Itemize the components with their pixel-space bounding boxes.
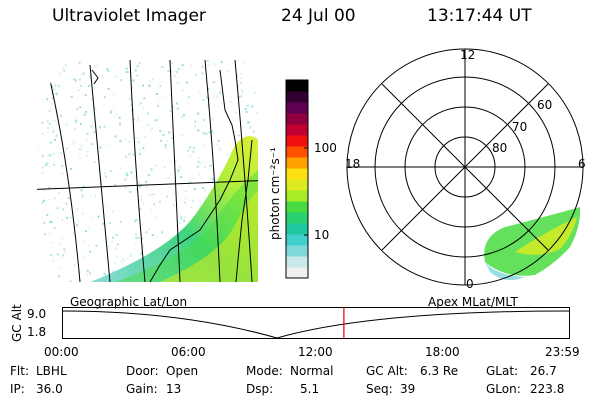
- colorbar-swatch: [286, 245, 308, 257]
- mlat-label-60: 60: [537, 98, 553, 112]
- lat-lon-grid: [36, 60, 258, 282]
- polar-grid: [346, 48, 584, 286]
- timeline-xtick-2359: 23:59: [545, 345, 580, 359]
- colorbar-swatch: [286, 102, 308, 114]
- geographic-aurora-image: [36, 60, 258, 282]
- timeline-ytick-bottom: 1.8: [27, 325, 47, 339]
- coastline: [149, 69, 239, 282]
- info-seq-value: 39: [400, 382, 416, 396]
- info-flt-label: Flt:: [10, 364, 29, 378]
- altitude-curve: [62, 310, 570, 339]
- colorbar-unit-label: photon cm⁻²s⁻¹: [268, 147, 282, 240]
- colorbar-swatch: [286, 80, 308, 92]
- mlt-label-18: 18: [345, 157, 361, 171]
- colorbar-swatch: [286, 168, 308, 180]
- info-flt-value: LBHL: [36, 364, 67, 378]
- info-mode-value: Normal: [290, 364, 334, 378]
- colorbar-tick-100: 100: [314, 141, 337, 155]
- colorbar-swatch: [286, 190, 308, 202]
- colorbar-swatch: [286, 135, 308, 147]
- colorbar-swatch: [286, 179, 308, 191]
- info-dsp-value: 5.1: [300, 382, 320, 396]
- colorbar-swatch: [286, 91, 308, 103]
- intensity-colorbar: [285, 79, 309, 279]
- info-door-value: Open: [166, 364, 199, 378]
- info-glon-value: 223.8: [530, 382, 565, 396]
- info-door-label: Door:: [126, 364, 159, 378]
- colorbar-swatch: [286, 267, 308, 279]
- colorbar-swatch: [286, 157, 308, 169]
- colorbar-swatch: [286, 146, 308, 158]
- timeline-xtick-0000: 00:00: [44, 345, 79, 359]
- mlt-label-0: 0: [466, 277, 474, 291]
- polar-mlt-plot: [346, 48, 584, 286]
- timeline-ytick-top: 9.0: [27, 307, 47, 321]
- altitude-timeline: [62, 307, 570, 339]
- mlt-label-6: 6: [578, 157, 586, 171]
- timeline-xtick-1200: 12:00: [298, 345, 333, 359]
- observation-time: 13:17:44 UT: [427, 6, 532, 26]
- info-glat-value: 26.7: [530, 364, 557, 378]
- info-mode-label: Mode:: [246, 364, 283, 378]
- colorbar-swatch: [286, 234, 308, 246]
- timeline-xtick-0600: 06:00: [171, 345, 206, 359]
- colorbar-swatch: [286, 256, 308, 268]
- info-gcalt-value: 6.3 Re: [420, 364, 459, 378]
- info-ip-label: IP:: [10, 382, 25, 396]
- timeline-left-caption: Geographic Lat/Lon: [70, 295, 188, 309]
- info-gain-value: 13: [166, 382, 182, 396]
- info-ip-value: 36.0: [36, 382, 63, 396]
- colorbar-swatch: [286, 113, 308, 125]
- instrument-title: Ultraviolet Imager: [52, 6, 206, 26]
- colorbar-swatch: [286, 124, 308, 136]
- colorbar-swatch: [286, 223, 308, 235]
- info-glat-label: GLat:: [486, 364, 519, 378]
- info-glon-label: GLon:: [486, 382, 521, 396]
- timeline-xtick-1800: 18:00: [425, 345, 460, 359]
- info-gain-label: Gain:: [126, 382, 158, 396]
- colorbar-swatch: [286, 212, 308, 224]
- info-gcalt-label: GC Alt:: [366, 364, 408, 378]
- timeline-ylabel: GC Alt: [10, 304, 24, 342]
- colorbar-swatch: [286, 201, 308, 213]
- mlt-label-12: 12: [460, 48, 476, 62]
- mlat-label-80: 80: [492, 141, 508, 155]
- info-dsp-label: Dsp:: [246, 382, 274, 396]
- mlat-label-70: 70: [512, 120, 528, 134]
- observation-date: 24 Jul 00: [281, 6, 356, 26]
- info-seq-label: Seq:: [366, 382, 393, 396]
- colorbar-tick-10: 10: [314, 228, 330, 242]
- timeline-right-caption: Apex MLat/MLT: [428, 295, 518, 309]
